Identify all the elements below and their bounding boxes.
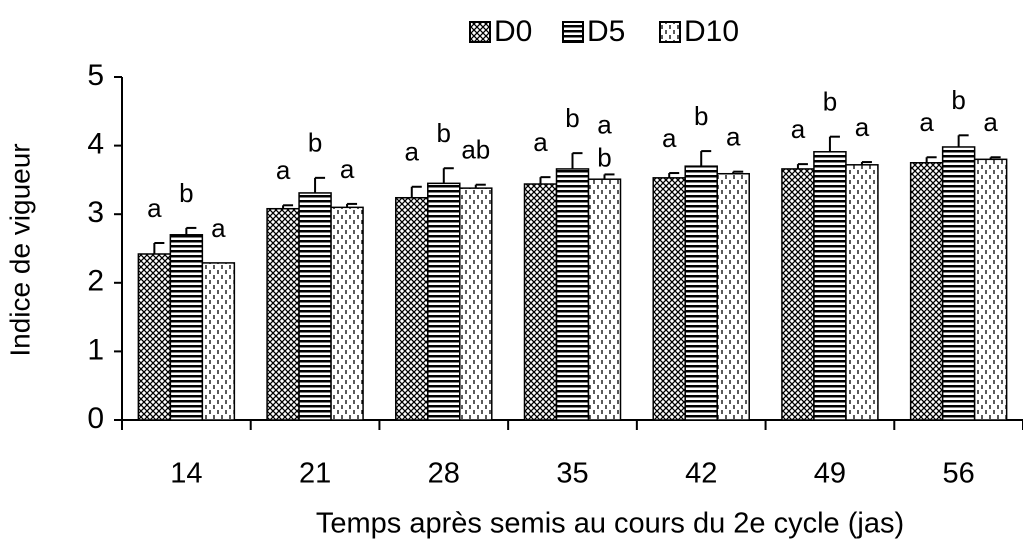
x-axis-label: Temps après semis au cours du 2e cycle (… (316, 508, 904, 540)
bar (330, 206, 364, 421)
significance-letter: a (211, 213, 226, 243)
bar (684, 165, 718, 421)
bar (716, 172, 750, 421)
significance-letter: a (597, 109, 612, 139)
legend-swatch (659, 21, 681, 43)
legend-label: D0 (494, 15, 532, 48)
y-tick-label: 1 (87, 333, 104, 366)
y-axis-label: Indice de vigueur (4, 143, 35, 356)
significance-letter: a (533, 127, 548, 157)
significance-letter: b (597, 142, 611, 172)
bar (652, 177, 686, 421)
x-tick-label: 42 (685, 458, 717, 490)
significance-letter: b (308, 128, 322, 158)
significance-letter: b (823, 87, 837, 117)
significance-letter: b (951, 85, 965, 115)
bar (587, 178, 622, 421)
x-tick-label: 21 (299, 458, 331, 490)
bar (555, 168, 590, 421)
significance-letter: a (276, 155, 291, 185)
y-tick-label: 0 (87, 402, 104, 435)
significance-letter: b (565, 103, 579, 133)
x-tick-label: 28 (428, 458, 460, 490)
bar (845, 164, 879, 421)
significance-letter: a (147, 193, 162, 223)
bar (909, 162, 944, 421)
bar (427, 182, 461, 421)
significance-letter: b (179, 178, 193, 208)
legend-swatch (562, 21, 584, 43)
y-tick-label: 2 (87, 265, 104, 298)
legend-swatch (469, 21, 491, 43)
significance-letter: ab (461, 135, 490, 165)
bar (973, 158, 1008, 421)
bar (781, 168, 815, 421)
bar (523, 183, 558, 421)
x-tick-label: 56 (943, 458, 975, 490)
bar (395, 196, 429, 421)
x-tick-label: 35 (556, 458, 588, 490)
legend-label: D10 (684, 15, 739, 48)
legend-label: D5 (587, 15, 625, 48)
y-tick-label: 3 (87, 196, 104, 229)
bar (137, 253, 172, 421)
bar (941, 146, 976, 421)
significance-letter: a (983, 107, 998, 137)
significance-letter: a (791, 114, 806, 144)
significance-letter: a (919, 107, 934, 137)
x-tick-label: 49 (814, 458, 846, 490)
significance-letter: a (855, 112, 870, 142)
bar (813, 151, 847, 421)
y-tick-label: 5 (87, 59, 104, 92)
significance-letter: a (405, 137, 420, 167)
bar (169, 234, 204, 421)
bar (298, 192, 332, 421)
x-tick-label: 14 (170, 458, 202, 490)
bar (266, 207, 300, 421)
bar (201, 262, 236, 421)
significance-letter: b (694, 101, 708, 131)
significance-letter: a (340, 154, 355, 184)
y-tick-label: 4 (87, 128, 104, 161)
significance-letter: b (437, 118, 451, 148)
significance-letter: a (662, 123, 677, 153)
significance-letter: a (726, 122, 741, 152)
bar (459, 187, 493, 421)
